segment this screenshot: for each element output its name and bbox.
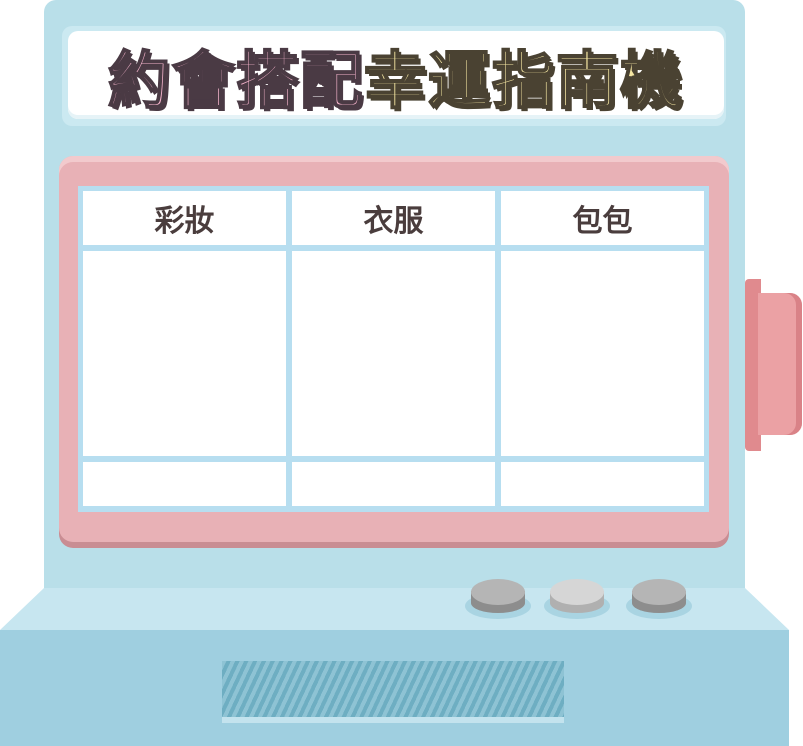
- right-knob-button[interactable]: [626, 579, 692, 621]
- button-cap: [632, 579, 686, 605]
- spin-lever[interactable]: [758, 293, 802, 435]
- slot-makeup: [83, 251, 286, 456]
- button-cap: [471, 579, 525, 605]
- result-makeup: [83, 462, 286, 506]
- slot-clothes: [292, 251, 495, 456]
- vent-grille: [222, 661, 564, 723]
- result-table: 彩妝 衣服 包包: [78, 186, 709, 512]
- left-knob-button[interactable]: [465, 579, 531, 621]
- header-bags: 包包: [501, 191, 704, 245]
- slot-bags: [501, 251, 704, 456]
- title-part-date-outfit: 約會搭配: [107, 43, 364, 118]
- middle-knob-button[interactable]: [544, 579, 610, 621]
- title-panel: [68, 31, 724, 119]
- machine-title: 約會搭配 幸運指南機: [68, 31, 724, 119]
- result-clothes: [292, 462, 495, 506]
- header-clothes: 衣服: [292, 191, 495, 245]
- result-bags: [501, 462, 704, 506]
- lever-mount: [745, 279, 761, 451]
- button-cap: [550, 579, 604, 605]
- title-part-lucky-guide: 幸運指南機: [363, 43, 685, 118]
- header-makeup: 彩妝: [83, 191, 286, 245]
